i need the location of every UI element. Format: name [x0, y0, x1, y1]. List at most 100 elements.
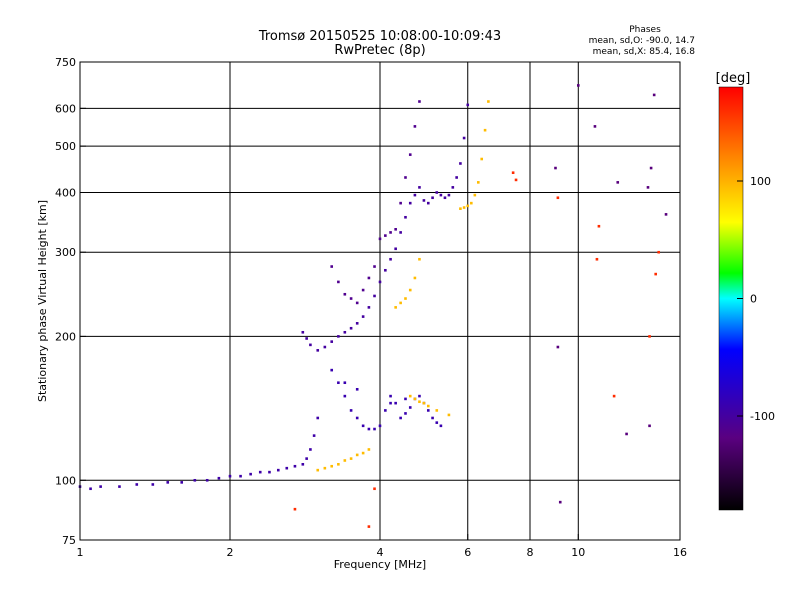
- data-point: [118, 485, 121, 488]
- data-point: [657, 250, 660, 254]
- data-point: [367, 427, 371, 431]
- data-point: [648, 424, 651, 428]
- data-point: [228, 474, 232, 478]
- data-point: [337, 463, 340, 466]
- x-tick-label: 10: [571, 546, 585, 559]
- data-point: [389, 257, 392, 261]
- data-point: [431, 196, 434, 200]
- data-point: [367, 448, 371, 451]
- data-point: [361, 451, 365, 455]
- data-point: [367, 525, 371, 528]
- stats-line-x: mean, sd,X: 85.4, 16.8: [593, 47, 696, 57]
- data-point: [151, 483, 155, 486]
- grid-lines: [80, 62, 680, 540]
- stats-heading: Phases: [629, 25, 661, 35]
- data-point: [404, 215, 407, 219]
- data-point: [249, 472, 252, 476]
- data-point: [480, 157, 484, 161]
- data-point: [576, 84, 580, 87]
- data-point: [330, 464, 334, 468]
- data-point: [408, 406, 412, 409]
- data-point: [337, 280, 340, 284]
- data-point: [554, 166, 557, 170]
- colorbar-label: [deg]: [716, 71, 751, 86]
- data-point: [649, 166, 653, 170]
- x-tick-label: 1: [77, 546, 84, 559]
- data-point: [355, 416, 359, 420]
- data-point: [349, 457, 353, 460]
- x-tick-label: 6: [464, 546, 471, 559]
- data-point: [511, 171, 515, 175]
- data-point: [514, 178, 518, 182]
- data-point: [394, 306, 397, 309]
- data-point: [459, 162, 462, 165]
- data-point: [180, 481, 184, 484]
- data-point: [361, 424, 365, 428]
- data-point: [301, 463, 305, 466]
- data-point: [305, 337, 308, 340]
- data-point: [447, 413, 451, 417]
- data-point: [305, 457, 308, 460]
- data-point: [389, 401, 392, 405]
- data-point: [312, 434, 316, 437]
- data-point: [459, 207, 462, 210]
- data-point: [399, 201, 402, 205]
- data-point: [349, 409, 353, 412]
- data-point: [616, 181, 620, 184]
- data-point: [447, 193, 451, 197]
- data-point: [612, 394, 616, 398]
- data-point: [418, 394, 421, 398]
- data-point: [394, 247, 397, 251]
- data-point: [135, 483, 139, 486]
- colorbar-ticks: 100 0 -100: [737, 175, 775, 423]
- data-point: [285, 466, 289, 470]
- data-point: [418, 100, 421, 103]
- data-point: [426, 201, 430, 205]
- data-point: [473, 193, 477, 197]
- data-point: [477, 181, 480, 184]
- data-point: [166, 481, 170, 484]
- data-point: [355, 388, 359, 391]
- data-point: [293, 464, 297, 468]
- data-point: [378, 280, 382, 284]
- chart-title: Tromsø 20150525 10:08:00-10:09:43: [258, 29, 501, 44]
- data-point: [556, 345, 560, 349]
- data-point: [316, 416, 320, 420]
- data-point: [323, 466, 327, 470]
- data-point: [625, 432, 628, 436]
- data-point: [408, 394, 412, 398]
- data-point: [462, 206, 466, 209]
- data-points: [78, 84, 668, 528]
- data-point: [373, 427, 376, 431]
- data-point: [426, 404, 430, 408]
- data-point: [316, 349, 320, 352]
- data-point: [435, 191, 439, 194]
- data-point: [466, 103, 470, 107]
- y-tick-label: 400: [55, 186, 76, 199]
- data-point: [483, 128, 487, 132]
- data-point: [404, 412, 407, 415]
- data-point: [435, 409, 439, 412]
- data-point: [361, 288, 365, 292]
- data-point: [413, 125, 417, 128]
- data-point: [404, 297, 407, 300]
- data-point: [556, 196, 560, 200]
- data-point: [343, 381, 347, 385]
- data-point: [337, 381, 340, 385]
- x-tick-label: 8: [527, 546, 534, 559]
- data-point: [595, 257, 599, 261]
- y-tick-label: 200: [55, 330, 76, 343]
- data-point: [349, 297, 353, 300]
- data-point: [399, 416, 402, 420]
- data-point: [367, 306, 371, 309]
- data-point: [367, 276, 371, 280]
- data-point: [646, 186, 650, 189]
- data-point: [323, 345, 327, 349]
- data-point: [422, 199, 426, 202]
- data-point: [435, 421, 439, 424]
- y-tick-label: 750: [55, 56, 76, 69]
- data-point: [443, 196, 447, 200]
- data-point: [330, 340, 334, 343]
- data-point: [343, 394, 347, 398]
- data-point: [654, 272, 657, 276]
